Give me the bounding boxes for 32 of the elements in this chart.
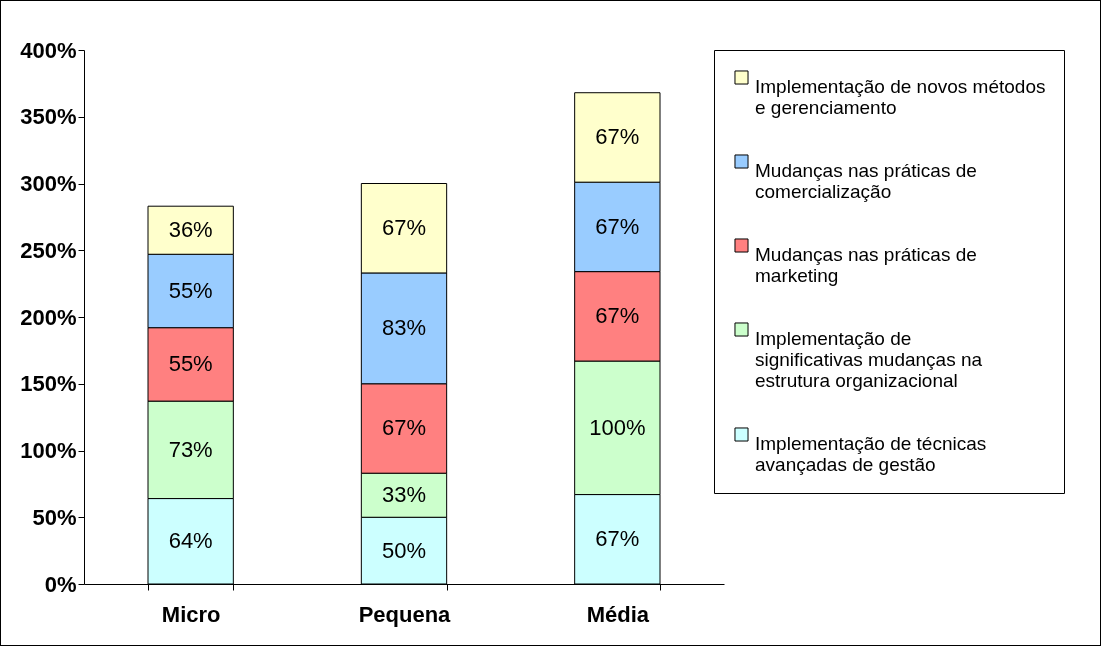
- y-tick-label: 50%: [32, 504, 77, 530]
- x-tick-label: Média: [586, 601, 650, 627]
- x-tick-label: Pequena: [358, 601, 452, 627]
- data-label: 67%: [595, 124, 640, 150]
- data-label: 67%: [595, 303, 640, 329]
- y-tick-label: 200%: [20, 304, 77, 330]
- y-tick-label: 150%: [20, 371, 77, 397]
- y-tick-label: 100%: [20, 438, 77, 463]
- data-label: 36%: [168, 217, 213, 243]
- legend-label: Mudanças nas práticas de comercialização: [755, 159, 977, 202]
- data-label: 73%: [168, 436, 213, 462]
- data-label: 67%: [595, 526, 640, 552]
- y-tick-label: 250%: [20, 237, 77, 263]
- data-label: 50%: [381, 537, 427, 563]
- data-label: 33%: [381, 482, 427, 508]
- data-label: 100%: [589, 414, 646, 440]
- data-label: 67%: [595, 213, 640, 239]
- y-tick-label: 0%: [44, 571, 77, 597]
- legend-label: Mudanças nas práticas de marketing: [755, 243, 977, 286]
- y-tick-label: 400%: [20, 37, 77, 63]
- data-label: 67%: [381, 415, 427, 441]
- legend-label: Implementação de novos métodos e gerenciamento: [755, 75, 1046, 118]
- data-label: 55%: [168, 277, 213, 303]
- data-label: 55%: [168, 351, 213, 377]
- legend-label: Implementação de significativas mudanças na estrutura organizacional: [755, 327, 983, 391]
- legend-label: Implementação de técnicas avançadas de gestão: [755, 432, 987, 475]
- data-label: 67%: [381, 215, 427, 241]
- data-label: 64%: [168, 528, 213, 554]
- data-label: 83%: [381, 315, 427, 341]
- x-tick-label: Micro: [161, 601, 221, 627]
- y-tick-label: 350%: [20, 104, 77, 130]
- y-tick-label: 300%: [20, 171, 77, 196]
